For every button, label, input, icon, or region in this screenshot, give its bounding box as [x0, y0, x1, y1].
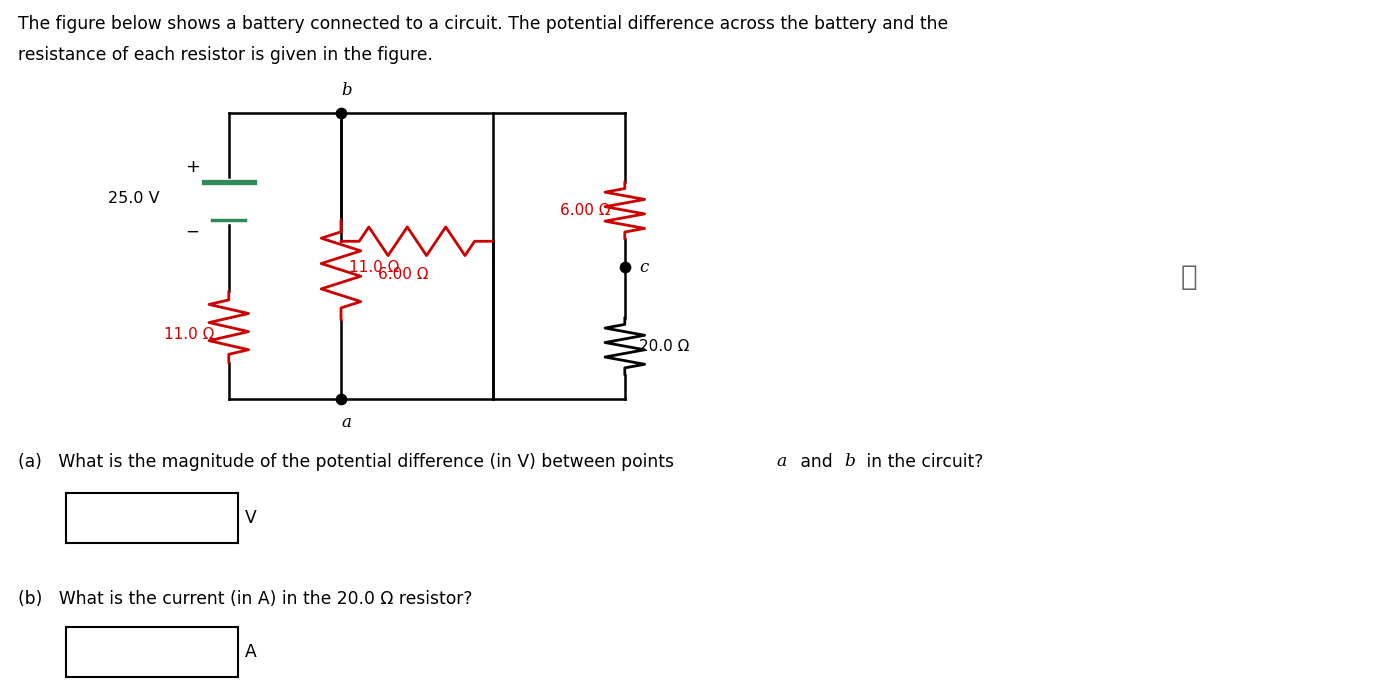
Text: in the circuit?: in the circuit?	[861, 453, 983, 471]
Text: −: −	[186, 222, 199, 240]
Text: (b)   What is the current (in A) in the 20.0 Ω resistor?: (b) What is the current (in A) in the 20…	[18, 590, 473, 608]
Text: and: and	[795, 453, 837, 471]
Text: resistance of each resistor is given in the figure.: resistance of each resistor is given in …	[18, 46, 433, 64]
Text: 11.0 Ω: 11.0 Ω	[164, 327, 214, 342]
Text: b: b	[341, 82, 352, 99]
Text: a: a	[777, 453, 786, 471]
Text: 6.00 Ω: 6.00 Ω	[378, 268, 429, 282]
Text: The figure below shows a battery connected to a circuit. The potential differenc: The figure below shows a battery connect…	[18, 15, 947, 33]
Text: 20.0 Ω: 20.0 Ω	[639, 338, 690, 354]
Text: +: +	[186, 158, 199, 176]
Text: a: a	[341, 414, 351, 431]
Text: b: b	[844, 453, 855, 471]
Text: 6.00 Ω: 6.00 Ω	[560, 203, 610, 218]
Point	[613, 262, 635, 273]
Text: c: c	[639, 259, 649, 276]
Point	[330, 107, 352, 118]
Text: A: A	[245, 643, 257, 661]
Point	[330, 393, 352, 404]
Text: 25.0 V: 25.0 V	[107, 191, 160, 206]
Text: (a)   What is the magnitude of the potential difference (in V) between points: (a) What is the magnitude of the potenti…	[18, 453, 679, 471]
Text: 11.0 Ω: 11.0 Ω	[349, 260, 399, 275]
Text: ⓘ: ⓘ	[1181, 263, 1198, 291]
Text: V: V	[245, 509, 257, 527]
